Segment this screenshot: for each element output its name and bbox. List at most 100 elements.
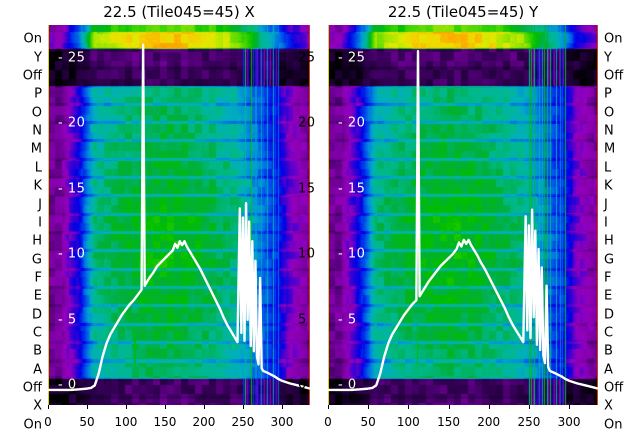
category-label-y: Y bbox=[604, 50, 612, 66]
y-tick-label: - 15 bbox=[58, 181, 86, 197]
x-tick-label: 150 bbox=[437, 415, 460, 429]
y-tick-label-outer: 5 bbox=[298, 312, 307, 328]
x-tick-mark bbox=[368, 405, 370, 409]
x-tick-mark bbox=[408, 405, 410, 409]
category-label-a: A bbox=[604, 362, 613, 378]
category-label-on: On bbox=[23, 417, 42, 433]
x-tick-label: 50 bbox=[360, 415, 376, 429]
category-label-x: X bbox=[33, 398, 42, 414]
panel-left-edge-line bbox=[48, 25, 49, 405]
panel-left-edge-line bbox=[328, 25, 329, 405]
x-tick-mark bbox=[488, 405, 490, 409]
category-label-i: I bbox=[38, 215, 42, 231]
category-label-d: D bbox=[31, 307, 42, 323]
y-tick-label: - 25 bbox=[338, 50, 366, 66]
x-tick-label: 100 bbox=[396, 415, 420, 429]
category-label-p: P bbox=[604, 86, 612, 102]
category-label-off: Off bbox=[604, 380, 624, 396]
x-tick-mark bbox=[569, 405, 571, 409]
category-label-n: N bbox=[604, 123, 614, 139]
category-label-l: L bbox=[34, 160, 42, 176]
y-tick-label: - 25 bbox=[58, 50, 86, 66]
category-label-n: N bbox=[32, 123, 42, 139]
y-tick-label: - 15 bbox=[338, 181, 366, 197]
category-label-b: B bbox=[33, 343, 42, 359]
category-label-h: H bbox=[32, 233, 42, 249]
x-tick-mark bbox=[242, 405, 244, 409]
y-tick-label-outer: 0 bbox=[298, 377, 307, 393]
y-tick-label-outer: 25 bbox=[298, 50, 316, 66]
panel-right-edge-line bbox=[597, 25, 598, 405]
x-tick-mark bbox=[448, 405, 450, 409]
x-tick-label: 200 bbox=[192, 415, 216, 429]
category-label-k: K bbox=[604, 178, 613, 194]
category-label-m: M bbox=[30, 141, 42, 157]
category-label-o: O bbox=[31, 105, 42, 121]
x-tick-mark bbox=[86, 405, 88, 409]
y-tick-label: - 0 bbox=[338, 377, 357, 393]
x-axis-right: 0 50 100 150 200 250 300 bbox=[324, 405, 598, 439]
x-tick-label: 200 bbox=[477, 415, 501, 429]
x-tick-label: 250 bbox=[231, 415, 255, 429]
y-tick-label: - 10 bbox=[338, 246, 366, 262]
category-label-off: Off bbox=[22, 380, 42, 396]
x-tick-mark bbox=[125, 405, 127, 409]
x-tick-mark bbox=[528, 405, 530, 409]
category-label-on: On bbox=[604, 417, 623, 433]
y-tick-label-outer: 20 bbox=[298, 115, 316, 131]
x-tick-label: 150 bbox=[153, 415, 177, 429]
category-label-c: C bbox=[32, 325, 42, 341]
panel-left-title: 22.5 (Tile045=45) X bbox=[103, 3, 255, 21]
x-tick-label: 0 bbox=[44, 415, 52, 429]
category-label-on: On bbox=[604, 31, 623, 47]
x-tick-label: 300 bbox=[557, 415, 581, 429]
heatmap-y bbox=[328, 25, 598, 405]
category-label-on: On bbox=[23, 31, 42, 47]
category-label-y: Y bbox=[34, 50, 42, 66]
y-tick-label: - 5 bbox=[338, 312, 357, 328]
y-tick-label-outer: 15 bbox=[298, 181, 316, 197]
category-label-j: J bbox=[38, 197, 42, 213]
category-label-e: E bbox=[33, 288, 42, 304]
x-tick-label: 50 bbox=[79, 415, 95, 429]
category-label-m: M bbox=[604, 141, 616, 157]
category-label-l: L bbox=[604, 160, 612, 176]
category-label-off: Off bbox=[22, 68, 42, 84]
x-tick-mark bbox=[48, 405, 49, 409]
right-category-axis: On Y Off P O N M L K J I H G F E D C B A Off X On bbox=[600, 25, 640, 432]
category-label-j: J bbox=[604, 197, 608, 213]
panel-x[interactable]: - 0 - 5 - 10 - 15 - 20 - 25 bbox=[48, 25, 310, 405]
category-label-f: F bbox=[604, 270, 612, 286]
category-label-g: G bbox=[604, 252, 615, 268]
x-tick-mark bbox=[328, 405, 329, 409]
category-label-d: D bbox=[604, 307, 615, 323]
category-label-a: A bbox=[33, 362, 42, 378]
y-tick-label: - 20 bbox=[58, 115, 86, 131]
category-label-g: G bbox=[31, 252, 42, 268]
category-label-k: K bbox=[33, 178, 42, 194]
x-tick-mark bbox=[203, 405, 205, 409]
category-label-p: P bbox=[34, 86, 42, 102]
category-label-x: X bbox=[604, 398, 613, 414]
y-tick-label: - 0 bbox=[58, 377, 77, 393]
category-label-h: H bbox=[604, 233, 614, 249]
y-tick-label-outer: 10 bbox=[298, 246, 316, 262]
y-tick-label: - 5 bbox=[58, 312, 77, 328]
panel-y[interactable]: - 0 - 5 - 10 - 15 - 20 - 25 bbox=[328, 25, 598, 405]
category-label-off: Off bbox=[604, 68, 624, 84]
x-tick-label: 0 bbox=[324, 415, 332, 429]
category-label-b: B bbox=[604, 343, 613, 359]
x-tick-label: 100 bbox=[114, 415, 138, 429]
category-label-c: C bbox=[604, 325, 614, 341]
category-label-i: I bbox=[604, 215, 608, 231]
category-label-o: O bbox=[604, 105, 615, 121]
x-tick-mark bbox=[164, 405, 166, 409]
heatmap-x bbox=[48, 25, 310, 405]
y-tick-label: - 20 bbox=[338, 115, 366, 131]
y-tick-label: - 10 bbox=[58, 246, 86, 262]
panel-right-title: 22.5 (Tile045=45) Y bbox=[387, 3, 539, 21]
x-tick-label: 250 bbox=[517, 415, 541, 429]
x-tick-label: 300 bbox=[270, 415, 294, 429]
